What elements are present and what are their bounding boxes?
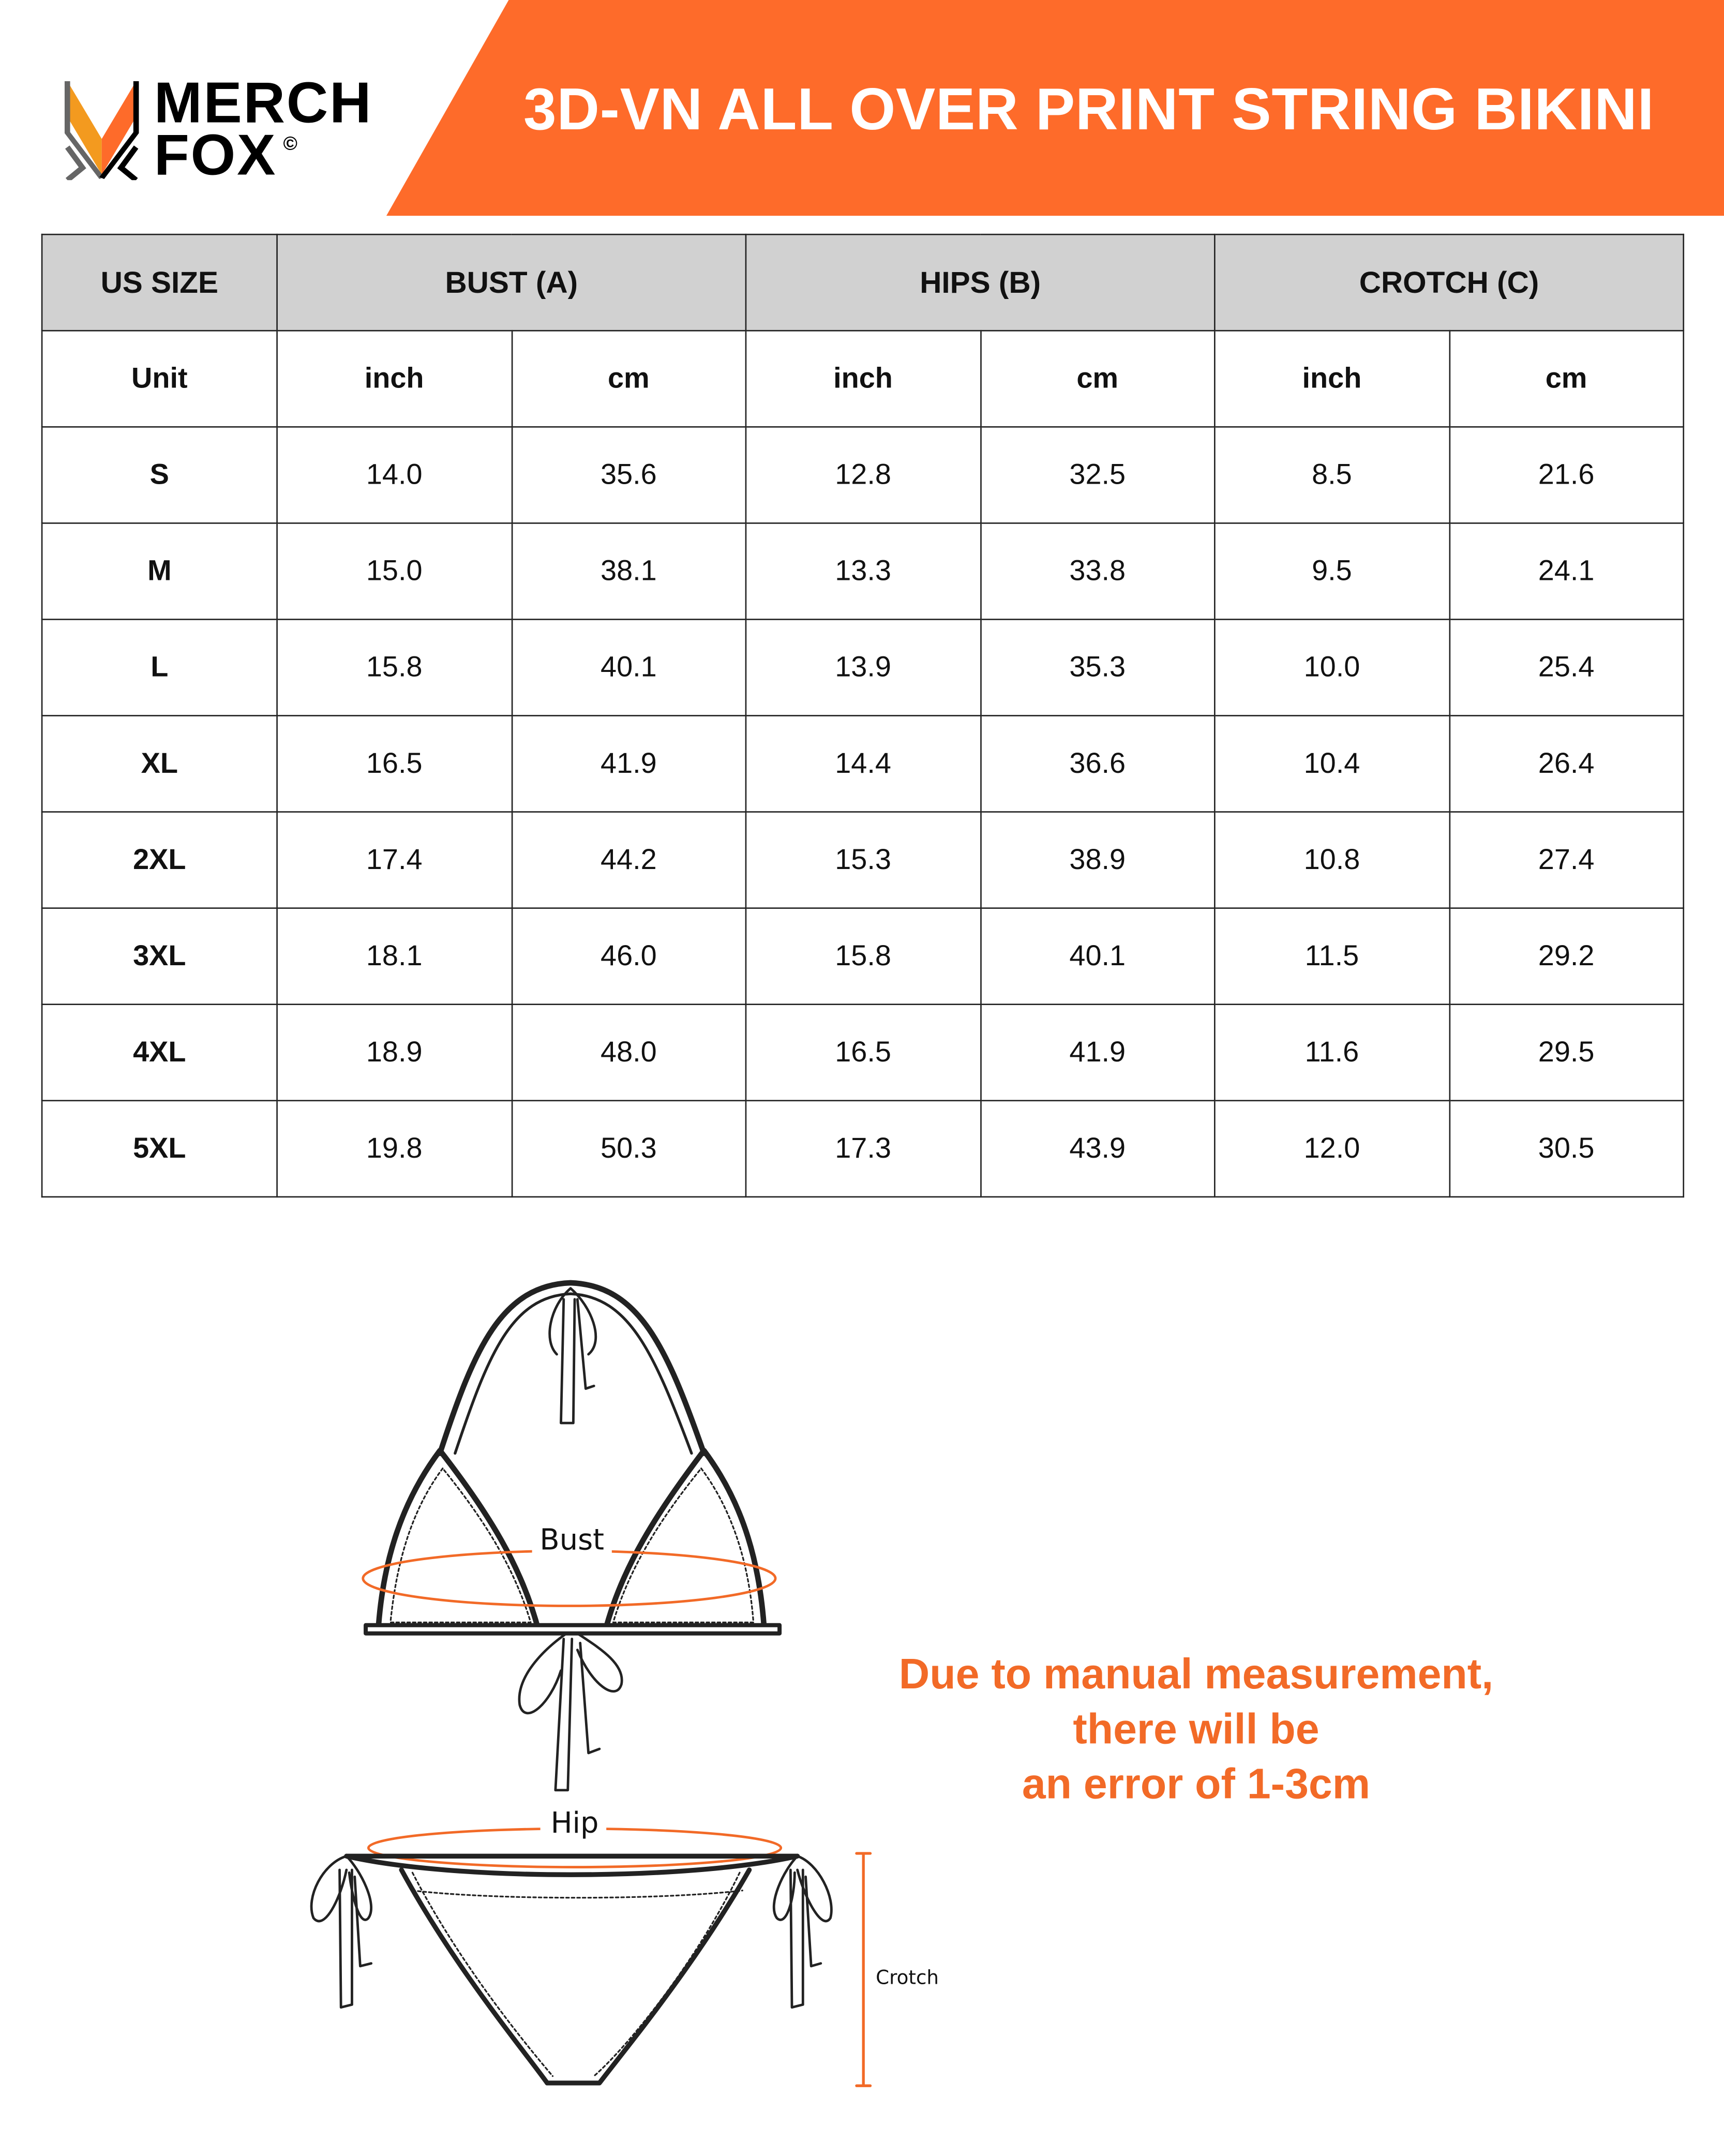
measurement-cell: 15.3 xyxy=(745,811,981,909)
bust-label: Bust xyxy=(539,1523,604,1557)
logo-text-fox: FOX xyxy=(154,122,277,187)
measurement-cell: 10.8 xyxy=(1214,811,1450,909)
measurement-cell: 35.6 xyxy=(511,426,747,524)
unit-cell: inch xyxy=(1214,330,1450,428)
crotch-label: Crotch xyxy=(876,1966,939,1988)
measurement-cell: 12.8 xyxy=(745,426,981,524)
measurement-cell: 17.4 xyxy=(276,811,513,909)
measurement-cell: 8.5 xyxy=(1214,426,1450,524)
measurement-cell: 11.5 xyxy=(1214,907,1450,1005)
unit-row: Unit inch cm inch cm inch cm xyxy=(41,330,1685,428)
measurement-cell: 24.1 xyxy=(1448,522,1685,620)
measurement-cell: 26.4 xyxy=(1448,715,1685,813)
note-line-3: an error of 1-3cm xyxy=(1022,1760,1371,1808)
page-title: 3D-VN ALL OVER PRINT STRING BIKINI xyxy=(523,77,1655,143)
measurement-cell: 40.1 xyxy=(511,619,747,716)
measurement-cell: 16.5 xyxy=(745,1004,981,1102)
measurement-cell: 35.3 xyxy=(979,619,1216,716)
measurement-cell: 29.2 xyxy=(1448,907,1685,1005)
size-cell: 2XL xyxy=(41,811,278,909)
measurement-cell: 43.9 xyxy=(979,1100,1216,1198)
measurement-cell: 38.9 xyxy=(979,811,1216,909)
logo-text-merch: MERCH xyxy=(154,70,373,135)
measurement-cell: 41.9 xyxy=(979,1004,1216,1102)
table-row: 5XL 19.8 50.3 17.3 43.9 12.0 30.5 xyxy=(41,1100,1685,1198)
title-banner xyxy=(386,0,1724,216)
unit-cell: inch xyxy=(745,330,981,428)
header-hips: HIPS (B) xyxy=(745,233,1216,332)
size-cell: S xyxy=(41,426,278,524)
header-bust: BUST (A) xyxy=(276,233,747,332)
measurement-cell: 13.3 xyxy=(745,522,981,620)
note-line-1: Due to manual measurement, xyxy=(898,1650,1494,1698)
measurement-cell: 16.5 xyxy=(276,715,513,813)
measurement-cell: 25.4 xyxy=(1448,619,1685,716)
measurement-cell: 30.5 xyxy=(1448,1100,1685,1198)
header-crotch: CROTCH (C) xyxy=(1214,233,1685,332)
table-row: XL 16.5 41.9 14.4 36.6 10.4 26.4 xyxy=(41,715,1685,813)
measurement-cell: 29.5 xyxy=(1448,1004,1685,1102)
measurement-cell: 15.0 xyxy=(276,522,513,620)
note-line-2: there will be xyxy=(1073,1704,1320,1753)
size-cell: XL xyxy=(41,715,278,813)
measurement-cell: 17.3 xyxy=(745,1100,981,1198)
measurement-cell: 10.0 xyxy=(1214,619,1450,716)
unit-cell: cm xyxy=(511,330,747,428)
measurement-cell: 46.0 xyxy=(511,907,747,1005)
measurement-cell: 10.4 xyxy=(1214,715,1450,813)
measurement-cell: 15.8 xyxy=(276,619,513,716)
size-cell: 4XL xyxy=(41,1004,278,1102)
measurement-cell: 33.8 xyxy=(979,522,1216,620)
unit-cell: cm xyxy=(979,330,1216,428)
measurement-cell: 14.0 xyxy=(276,426,513,524)
size-cell: 5XL xyxy=(41,1100,278,1198)
table-row: L 15.8 40.1 13.9 35.3 10.0 25.4 xyxy=(41,619,1685,716)
measurement-note: Due to manual measurement, there will be… xyxy=(825,1647,1567,1812)
hip-label: Hip xyxy=(551,1806,599,1840)
table-row: 3XL 18.1 46.0 15.8 40.1 11.5 29.2 xyxy=(41,907,1685,1005)
header-us-size: US SIZE xyxy=(41,233,278,332)
table-header-row: US SIZE BUST (A) HIPS (B) CROTCH (C) xyxy=(41,233,1685,332)
size-cell: 3XL xyxy=(41,907,278,1005)
fox-logo-icon xyxy=(64,81,139,181)
measurement-cell: 15.8 xyxy=(745,907,981,1005)
table-row: 2XL 17.4 44.2 15.3 38.9 10.8 27.4 xyxy=(41,811,1685,909)
measurement-cell: 41.9 xyxy=(511,715,747,813)
measurement-cell: 9.5 xyxy=(1214,522,1450,620)
measurement-cell: 12.0 xyxy=(1214,1100,1450,1198)
measurement-cell: 13.9 xyxy=(745,619,981,716)
unit-cell: cm xyxy=(1448,330,1685,428)
size-cell: L xyxy=(41,619,278,716)
table-row: M 15.0 38.1 13.3 33.8 9.5 24.1 xyxy=(41,522,1685,620)
unit-cell: inch xyxy=(276,330,513,428)
table-row: 4XL 18.9 48.0 16.5 41.9 11.6 29.5 xyxy=(41,1004,1685,1102)
measurement-cell: 21.6 xyxy=(1448,426,1685,524)
unit-cell: Unit xyxy=(41,330,278,428)
bikini-diagram: Bust Hip Crotch xyxy=(310,1280,939,2087)
measurement-cell: 36.6 xyxy=(979,715,1216,813)
measurement-cell: 32.5 xyxy=(979,426,1216,524)
copyright-mark: © xyxy=(283,132,298,154)
measurement-cell: 18.1 xyxy=(276,907,513,1005)
measurement-cell: 27.4 xyxy=(1448,811,1685,909)
table-row: S 14.0 35.6 12.8 32.5 8.5 21.6 xyxy=(41,426,1685,524)
merchfox-logo: MERCH FOX © xyxy=(63,70,379,187)
measurement-cell: 18.9 xyxy=(276,1004,513,1102)
measurement-cell: 14.4 xyxy=(745,715,981,813)
measurement-cell: 19.8 xyxy=(276,1100,513,1198)
measurement-cell: 50.3 xyxy=(511,1100,747,1198)
size-cell: M xyxy=(41,522,278,620)
measurement-cell: 38.1 xyxy=(511,522,747,620)
measurement-cell: 48.0 xyxy=(511,1004,747,1102)
size-table: US SIZE BUST (A) HIPS (B) CROTCH (C) Uni… xyxy=(41,233,1685,1198)
measurement-cell: 11.6 xyxy=(1214,1004,1450,1102)
measurement-cell: 44.2 xyxy=(511,811,747,909)
measurement-cell: 40.1 xyxy=(979,907,1216,1005)
